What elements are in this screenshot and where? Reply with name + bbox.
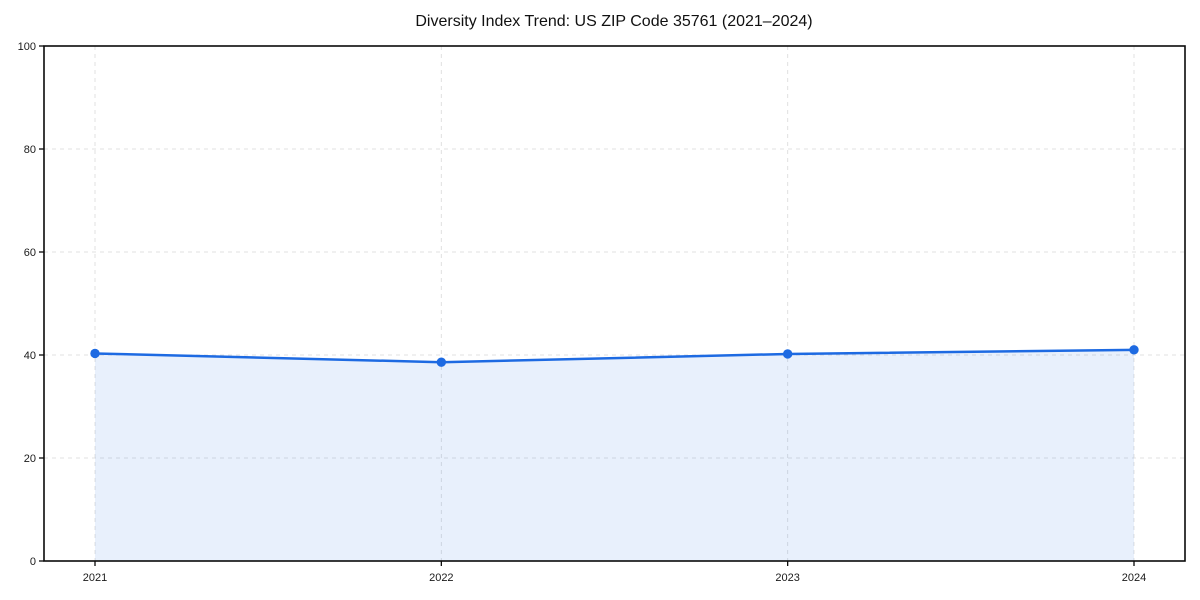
data-point-2022: [436, 357, 447, 367]
y-tick-label: 60: [24, 247, 36, 259]
x-tick-label: 2021: [83, 572, 107, 584]
x-tick-label: 2024: [1122, 572, 1146, 584]
chart-title: Diversity Index Trend: US ZIP Code 35761…: [415, 13, 812, 30]
y-tick-label: 0: [30, 556, 36, 568]
data-point-2021: [90, 348, 100, 359]
y-tick-label: 80: [24, 144, 36, 156]
plot-area: 0 20 40 60 80 100 2021 2022 2023 2024: [18, 41, 1186, 584]
data-point-2023: [782, 349, 793, 359]
x-tick-label: 2023: [775, 572, 799, 584]
x-tick-label: 2022: [429, 572, 453, 584]
y-tick-label: 20: [24, 453, 36, 465]
y-tick-label: 40: [24, 350, 36, 362]
trend-line: [93, 348, 1136, 364]
area-fill: [95, 349, 1134, 561]
plot-border: [43, 45, 1186, 562]
y-tick-label: 100: [18, 41, 36, 53]
data-point-2024: [1129, 345, 1139, 355]
